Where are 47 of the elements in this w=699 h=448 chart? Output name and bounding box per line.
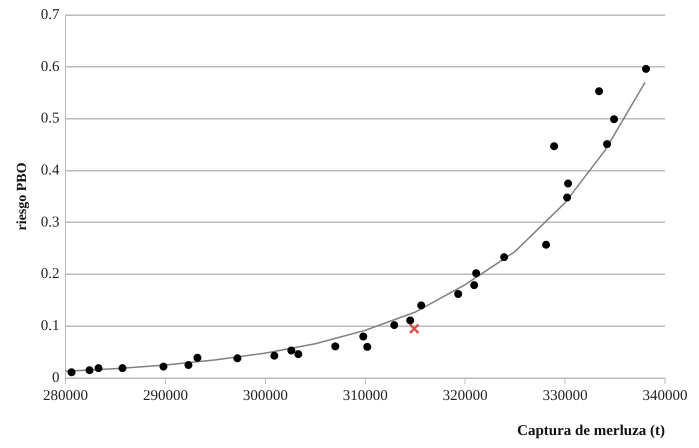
point [595, 87, 604, 96]
point [287, 346, 296, 355]
x-tick-label: 310000 [342, 388, 388, 404]
x-tick-label: 290000 [142, 388, 188, 404]
x-tick-label: 300000 [242, 388, 288, 404]
point [408, 323, 420, 334]
point [564, 180, 572, 188]
point [159, 362, 168, 371]
point [500, 253, 508, 262]
y-axis-title: riesgo PBO [15, 162, 30, 231]
point [472, 269, 480, 278]
point [470, 281, 478, 290]
point [68, 368, 76, 376]
y-tick-label: 0.1 [40, 318, 60, 334]
point [233, 354, 242, 362]
point [359, 332, 368, 341]
point [270, 352, 278, 360]
point [417, 301, 426, 310]
y-tick-label: 0.4 [40, 162, 60, 179]
y-tick-label: 0.6 [40, 58, 60, 75]
x-axis-title: Captura de merluza (t) [517, 422, 665, 439]
point [563, 194, 572, 202]
point [363, 342, 372, 351]
point [118, 364, 126, 372]
y-tick-label: 0.3 [40, 214, 60, 230]
point [94, 364, 103, 372]
point [610, 115, 618, 124]
x-tick-label: 320000 [442, 388, 488, 404]
y-tick-label: 0.7 [40, 6, 60, 23]
point [542, 240, 550, 249]
point [86, 366, 94, 374]
point [193, 354, 202, 362]
point [642, 64, 650, 73]
point [184, 361, 192, 370]
x-tick-label: 340000 [642, 388, 688, 404]
point [550, 142, 558, 150]
y-tick-label: 0.2 [40, 266, 60, 282]
point [294, 350, 302, 358]
point [406, 316, 414, 324]
y-tick-label: 0 [52, 370, 60, 386]
x-tick-label: 280000 [43, 388, 88, 404]
point [390, 321, 398, 330]
point [603, 140, 612, 148]
point [331, 342, 340, 350]
x-tick-label: 330000 [542, 388, 588, 404]
point [454, 290, 462, 298]
y-tick-label: 0.5 [40, 110, 60, 127]
